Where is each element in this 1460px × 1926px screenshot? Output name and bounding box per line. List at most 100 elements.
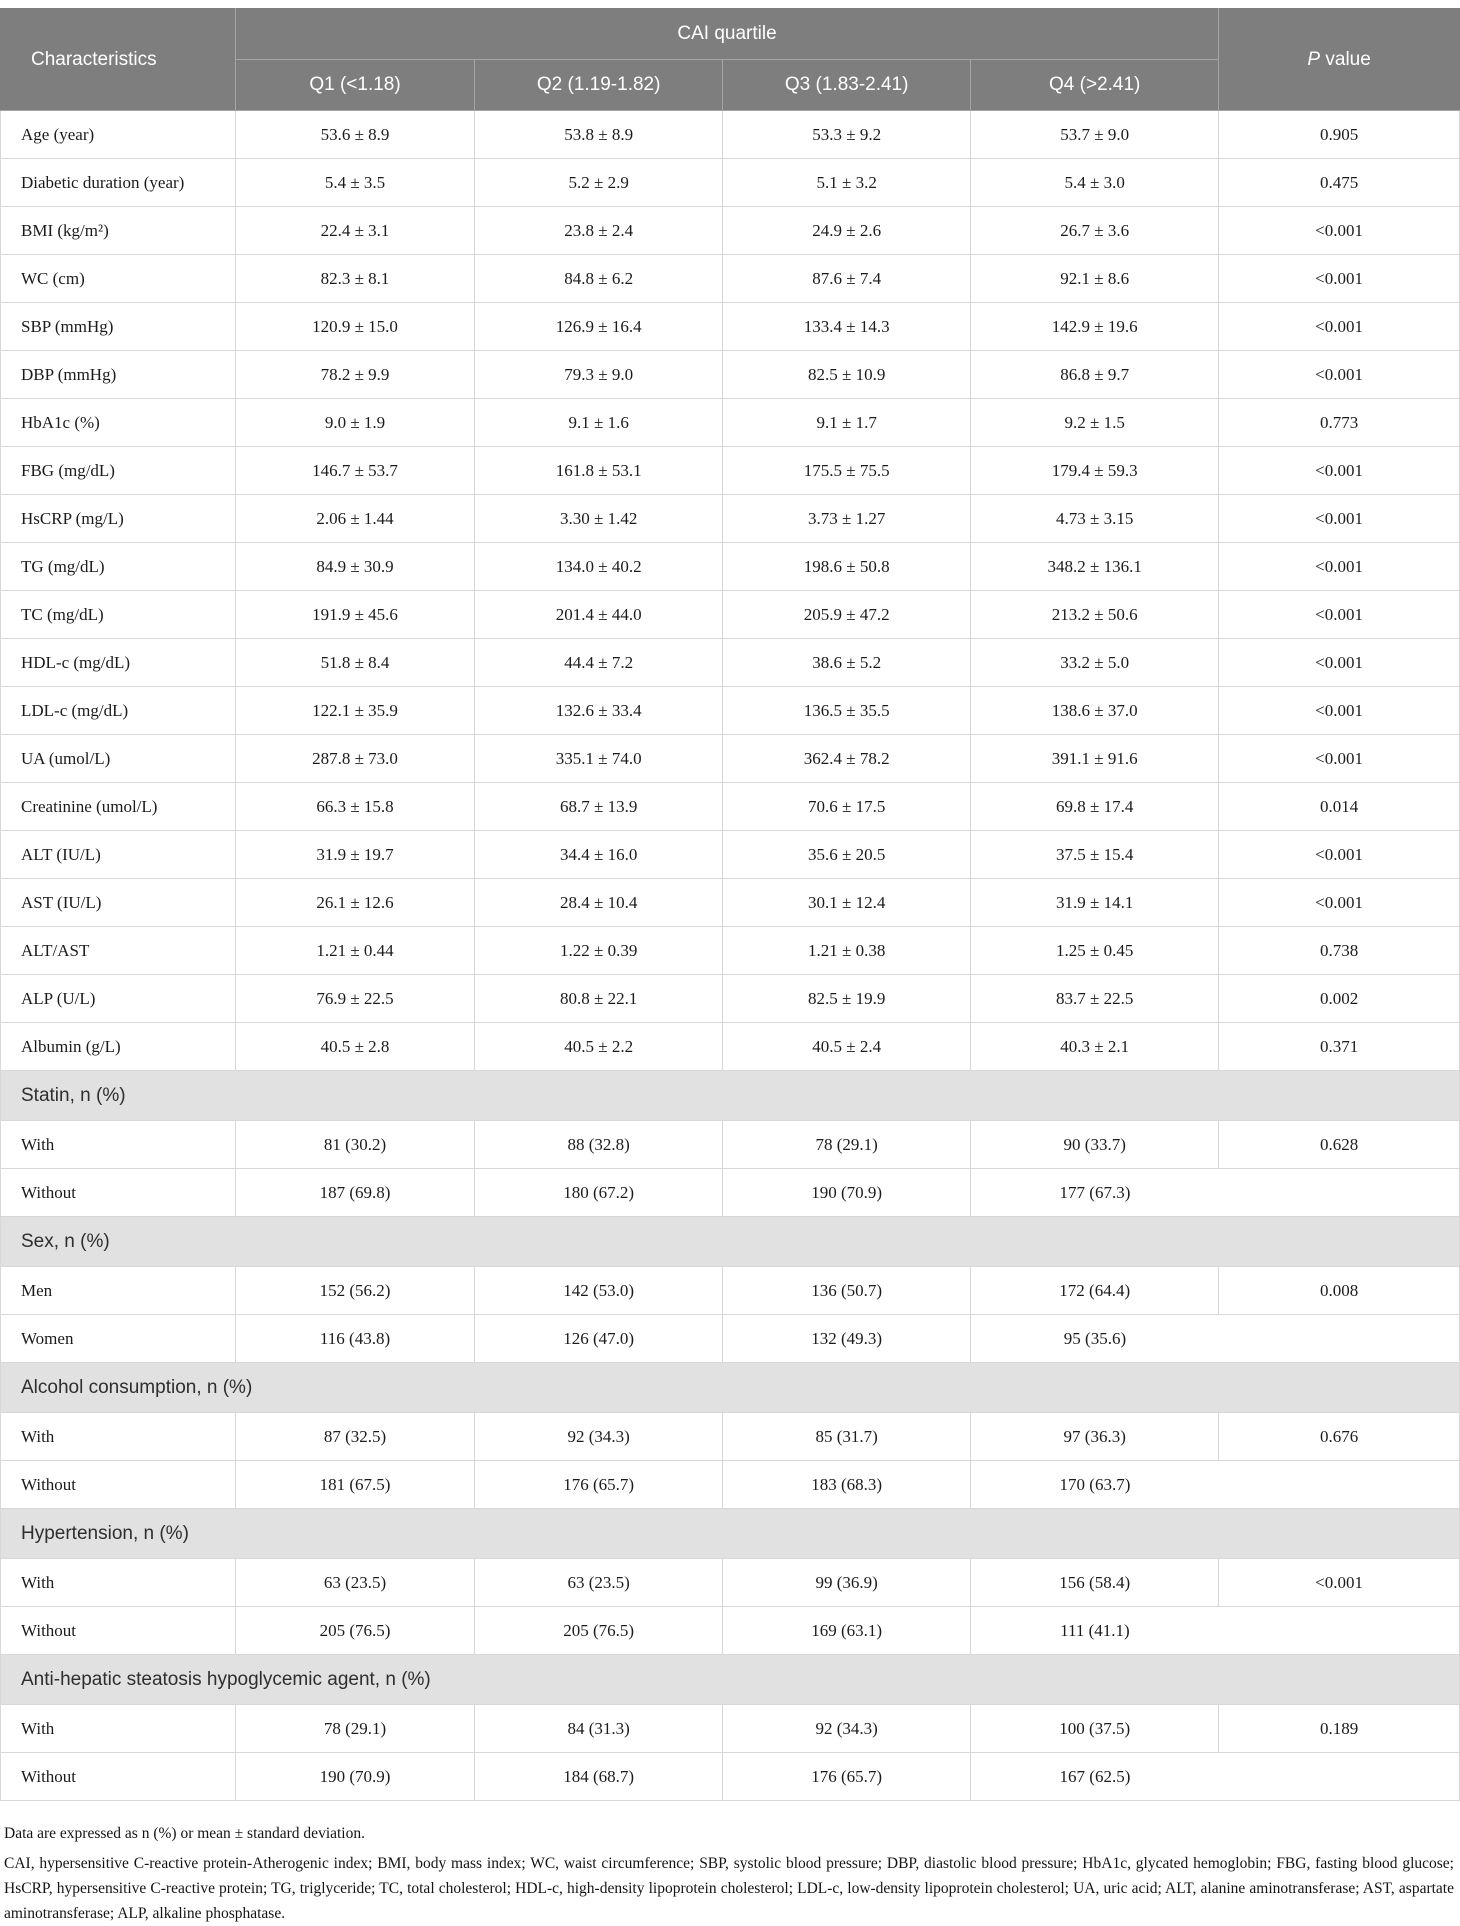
section-header-row: Statin, n (%) — [0, 1070, 1460, 1121]
row-label: With — [0, 1412, 236, 1461]
cell-q3: 5.1 ± 3.2 — [722, 158, 972, 207]
cell-q2: 40.5 ± 2.2 — [474, 1022, 724, 1071]
header-row-group: Characteristics CAI quartile P value — [0, 8, 1460, 111]
row-label: HbA1c (%) — [0, 398, 236, 447]
cell-q4: 111 (41.1) — [970, 1606, 1219, 1655]
table-row: With 81 (30.2) 88 (32.8) 78 (29.1) 90 (33.7)… — [0, 1120, 1460, 1169]
cell-q2: 63 (23.5) — [474, 1558, 724, 1607]
cell-q1: 84.9 ± 30.9 — [234, 542, 476, 591]
cell-q1: 78 (29.1) — [234, 1704, 476, 1753]
cell-q4: 4.73 ± 3.15 — [970, 494, 1220, 543]
table-row: Creatinine (umol/L) 66.3 ± 15.8 68.7 ± 13.… — [0, 782, 1460, 831]
cell-q1: 40.5 ± 2.8 — [234, 1022, 476, 1071]
cell-p-value: <0.001 — [1218, 254, 1460, 303]
cell-q4: 92.1 ± 8.6 — [970, 254, 1220, 303]
cell-q1: 122.1 ± 35.9 — [234, 686, 476, 735]
cell-q4: 69.8 ± 17.4 — [970, 782, 1220, 831]
cell-q3: 176 (65.7) — [722, 1752, 972, 1801]
cell-p-value: 0.628 — [1218, 1120, 1460, 1169]
cell-q1: 63 (23.5) — [234, 1558, 476, 1607]
cell-q4: 86.8 ± 9.7 — [970, 350, 1220, 399]
p-value-word: value — [1320, 48, 1371, 70]
cell-q4: 213.2 ± 50.6 — [970, 590, 1220, 639]
cell-q2: 126 (47.0) — [474, 1314, 724, 1363]
cell-p-value: <0.001 — [1218, 494, 1460, 543]
cell-q1: 187 (69.8) — [234, 1168, 476, 1217]
cell-q4: 90 (33.7) — [970, 1120, 1220, 1169]
header-row-quartiles: Q1 (<1.18) Q2 (1.19-1.82) Q3 (1.83-2.41)… — [1, 59, 1460, 111]
row-label: FBG (mg/dL) — [0, 446, 236, 495]
cell-q4: 37.5 ± 15.4 — [970, 830, 1220, 879]
cell-q3: 87.6 ± 7.4 — [722, 254, 972, 303]
cell-q2: 5.2 ± 2.9 — [474, 158, 724, 207]
cell-q1: 78.2 ± 9.9 — [234, 350, 476, 399]
cell-q3: 38.6 ± 5.2 — [722, 638, 972, 687]
cell-q4: 1.25 ± 0.45 — [970, 926, 1220, 975]
cell-q2: 176 (65.7) — [474, 1460, 724, 1509]
table-row: With 87 (32.5) 92 (34.3) 85 (31.7) 97 (36.3)… — [0, 1412, 1460, 1461]
cell-q4: 83.7 ± 22.5 — [970, 974, 1220, 1023]
row-label: ALP (U/L) — [0, 974, 236, 1023]
cell-q2: 3.30 ± 1.42 — [474, 494, 724, 543]
table-row: Women 116 (43.8) 126 (47.0) 132 (49.3) 95 (3… — [0, 1314, 1460, 1363]
cell-q1: 181 (67.5) — [234, 1460, 476, 1509]
cell-q4: 40.3 ± 2.1 — [970, 1022, 1220, 1071]
cell-q3: 82.5 ± 19.9 — [722, 974, 972, 1023]
cell-q2: 205 (76.5) — [474, 1606, 724, 1655]
row-label: Without — [0, 1606, 236, 1655]
cell-q2: 53.8 ± 8.9 — [474, 110, 724, 159]
table-row: SBP (mmHg) 120.9 ± 15.0 126.9 ± 16.4 133.4 … — [0, 302, 1460, 351]
cell-q3: 40.5 ± 2.4 — [722, 1022, 972, 1071]
row-label: TG (mg/dL) — [0, 542, 236, 591]
cell-q4: 179.4 ± 59.3 — [970, 446, 1220, 495]
cell-q4: 138.6 ± 37.0 — [970, 686, 1220, 735]
row-label: Without — [0, 1752, 236, 1801]
cell-q1: 26.1 ± 12.6 — [234, 878, 476, 927]
table-row: HbA1c (%) 9.0 ± 1.9 9.1 ± 1.6 9.1 ± 1.7 9.2 … — [0, 398, 1460, 447]
cell-q3: 190 (70.9) — [722, 1168, 972, 1217]
cell-q4: 348.2 ± 136.1 — [970, 542, 1220, 591]
cell-q1: 120.9 ± 15.0 — [234, 302, 476, 351]
table-row: TG (mg/dL) 84.9 ± 30.9 134.0 ± 40.2 198.6 ±… — [0, 542, 1460, 591]
table-row: WC (cm) 82.3 ± 8.1 84.8 ± 6.2 87.6 ± 7.4 92.… — [0, 254, 1460, 303]
cell-q2: 126.9 ± 16.4 — [474, 302, 724, 351]
cell-q1: 76.9 ± 22.5 — [234, 974, 476, 1023]
table-row: Men 152 (56.2) 142 (53.0) 136 (50.7) 172 (64… — [0, 1266, 1460, 1315]
col-header-q2: Q2 (1.19-1.82) — [474, 59, 724, 111]
cell-q3: 198.6 ± 50.8 — [722, 542, 972, 591]
cell-q3: 82.5 ± 10.9 — [722, 350, 972, 399]
cell-q2: 23.8 ± 2.4 — [474, 206, 724, 255]
table-row: ALT/AST 1.21 ± 0.44 1.22 ± 0.39 1.21 ± 0.38… — [0, 926, 1460, 975]
cell-q1: 82.3 ± 8.1 — [234, 254, 476, 303]
cell-p-value: 0.773 — [1218, 398, 1460, 447]
cell-q1: 146.7 ± 53.7 — [234, 446, 476, 495]
section-header-row: Sex, n (%) — [0, 1216, 1460, 1267]
cell-q1: 287.8 ± 73.0 — [234, 734, 476, 783]
row-label: With — [0, 1704, 236, 1753]
cell-p-value: 0.008 — [1218, 1266, 1460, 1315]
cell-q2: 80.8 ± 22.1 — [474, 974, 724, 1023]
cell-q3: 35.6 ± 20.5 — [722, 830, 972, 879]
cell-q2: 84 (31.3) — [474, 1704, 724, 1753]
cell-p-value — [1218, 1606, 1460, 1655]
table-footnotes: Data are expressed as n (%) or mean ± st… — [0, 1801, 1460, 1926]
cell-q1: 190 (70.9) — [234, 1752, 476, 1801]
table-row: TC (mg/dL) 191.9 ± 45.6 201.4 ± 44.0 205.9 … — [0, 590, 1460, 639]
cell-p-value: <0.001 — [1218, 638, 1460, 687]
cell-q2: 92 (34.3) — [474, 1412, 724, 1461]
col-header-characteristics: Characteristics — [0, 8, 236, 111]
cell-p-value: <0.001 — [1218, 302, 1460, 351]
cell-q1: 5.4 ± 3.5 — [234, 158, 476, 207]
cell-q2: 161.8 ± 53.1 — [474, 446, 724, 495]
cell-q2: 201.4 ± 44.0 — [474, 590, 724, 639]
row-label: Diabetic duration (year) — [0, 158, 236, 207]
cell-p-value: <0.001 — [1218, 878, 1460, 927]
row-label: SBP (mmHg) — [0, 302, 236, 351]
cell-q1: 191.9 ± 45.6 — [234, 590, 476, 639]
table-header: Characteristics CAI quartile P value Q1 … — [0, 8, 1460, 111]
cell-p-value — [1218, 1752, 1460, 1801]
cell-p-value: 0.905 — [1218, 110, 1460, 159]
cell-q4: 97 (36.3) — [970, 1412, 1220, 1461]
cell-q1: 152 (56.2) — [234, 1266, 476, 1315]
